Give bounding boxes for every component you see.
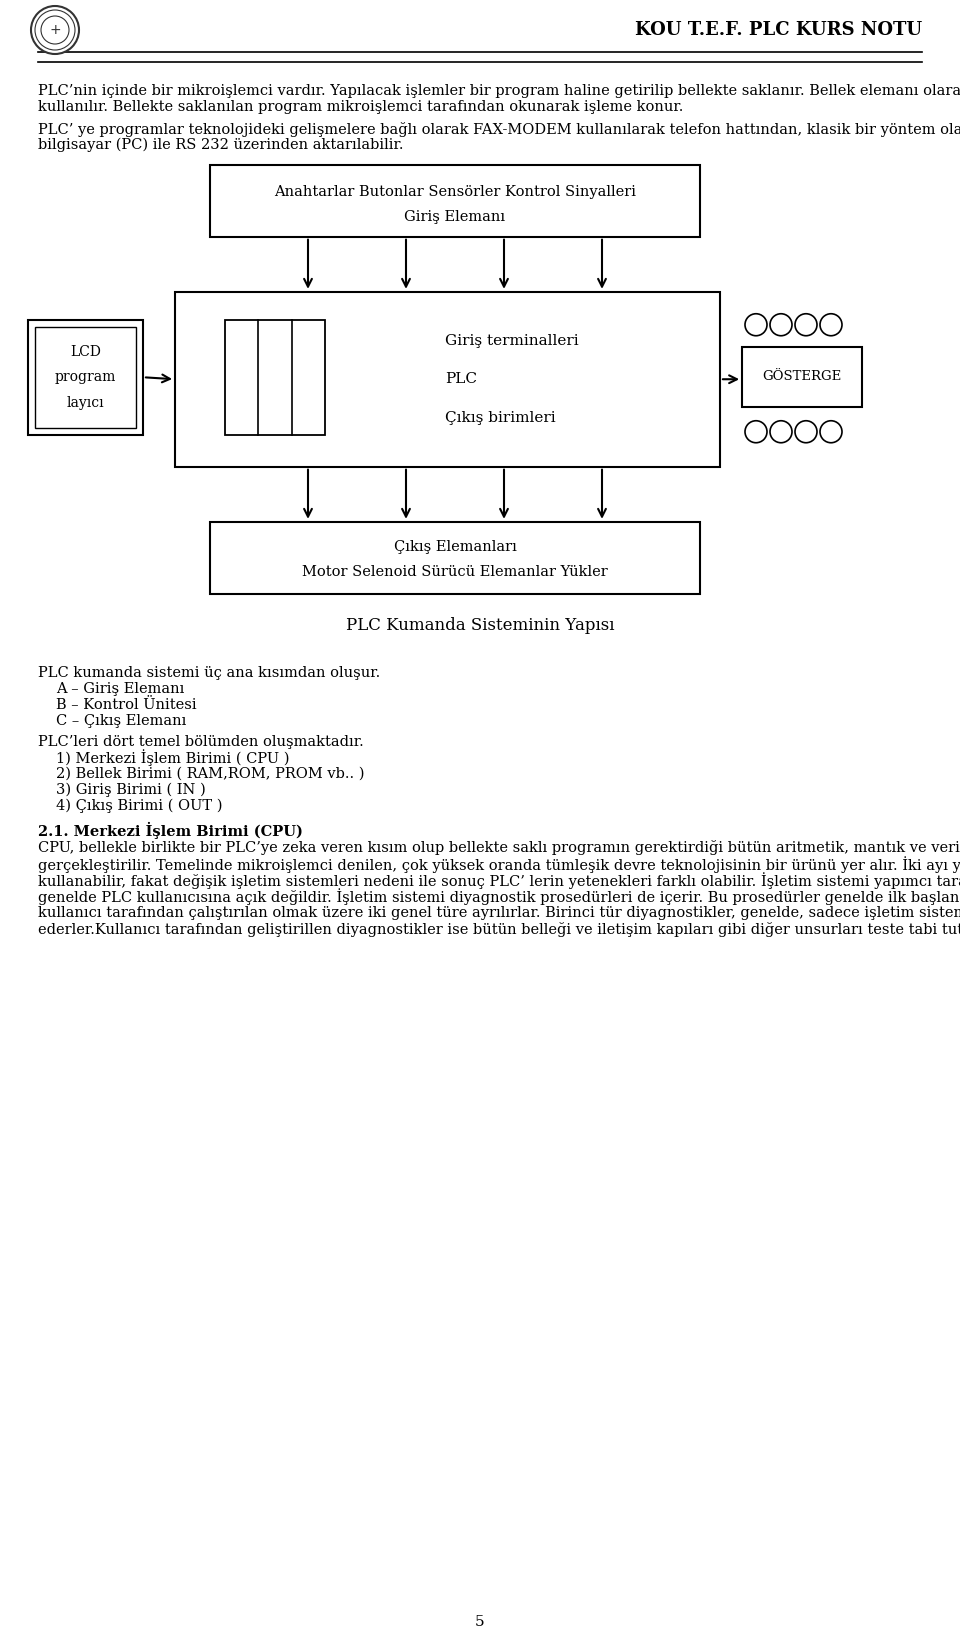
Text: Çıkış Elemanları: Çıkış Elemanları [394, 540, 516, 555]
Text: KOU T.E.F. PLC KURS NOTU: KOU T.E.F. PLC KURS NOTU [635, 21, 922, 39]
Text: Giriş terminalleri: Giriş terminalleri [445, 333, 579, 348]
Bar [210, 522, 700, 594]
Circle shape [31, 7, 79, 54]
Text: PLC: PLC [445, 373, 477, 386]
Text: 1) Merkezi İşlem Birimi ( CPU ): 1) Merkezi İşlem Birimi ( CPU ) [56, 750, 290, 766]
Text: C – Çıkış Elemanı: C – Çıkış Elemanı [56, 714, 186, 727]
Text: PLC Kumanda Sisteminin Yapısı: PLC Kumanda Sisteminin Yapısı [346, 617, 614, 633]
Text: Motor Selenoid Sürücü Elemanlar Yükler: Motor Selenoid Sürücü Elemanlar Yükler [302, 565, 608, 579]
Text: 2) Bellek Birimi ( RAM,ROM, PROM vb.. ): 2) Bellek Birimi ( RAM,ROM, PROM vb.. ) [56, 766, 365, 781]
Text: layıcı: layıcı [66, 395, 105, 410]
Circle shape [745, 313, 767, 336]
Text: ederler.Kullanıcı tarafından geliştirillen diyagnostikler ise bütün belleği ve i: ederler.Kullanıcı tarafından geliştirill… [38, 922, 960, 937]
Text: Anahtarlar Butonlar Sensörler Kontrol Sinyalleri: Anahtarlar Butonlar Sensörler Kontrol Si… [274, 185, 636, 199]
Bar [225, 320, 325, 435]
Text: 5: 5 [475, 1615, 485, 1630]
Bar [210, 164, 700, 236]
Text: GÖSTERGE: GÖSTERGE [762, 371, 842, 384]
Text: +: + [49, 23, 60, 38]
Text: kullanıcı tarafından çalıştırılan olmak üzere iki genel türe ayrılırlar. Birinci: kullanıcı tarafından çalıştırılan olmak … [38, 906, 960, 921]
Text: program: program [55, 371, 116, 384]
Text: genelde PLC kullanıcısına açık değildir. İşletim sistemi diyagnostik prosedürler: genelde PLC kullanıcısına açık değildir.… [38, 888, 960, 906]
Bar [28, 320, 143, 435]
Text: CPU, bellekle birlikte bir PLC’ye zeka veren kısım olup bellekte saklı programın: CPU, bellekle birlikte bir PLC’ye zeka v… [38, 840, 960, 855]
Circle shape [820, 313, 842, 336]
Text: gerçekleştirilir. Temelinde mikroişlemci denilen, çok yüksek oranda tümleşik dev: gerçekleştirilir. Temelinde mikroişlemci… [38, 855, 960, 873]
Circle shape [820, 420, 842, 443]
Text: Giriş Elemanı: Giriş Elemanı [404, 210, 506, 223]
Bar [175, 292, 720, 466]
Text: PLC’nin içinde bir mikroişlemci vardır. Yapılacak işlemler bir program haline ge: PLC’nin içinde bir mikroişlemci vardır. … [38, 84, 960, 98]
Circle shape [795, 420, 817, 443]
Text: LCD: LCD [70, 345, 101, 359]
Text: bilgisayar (PC) ile RS 232 üzerinden aktarılabilir.: bilgisayar (PC) ile RS 232 üzerinden akt… [38, 138, 403, 153]
Circle shape [770, 420, 792, 443]
Text: 4) Çıkış Birimi ( OUT ): 4) Çıkış Birimi ( OUT ) [56, 799, 223, 812]
Text: B – Kontrol Ünitesi: B – Kontrol Ünitesi [56, 697, 197, 712]
Text: 2.1. Merkezi İşlem Birimi (CPU): 2.1. Merkezi İşlem Birimi (CPU) [38, 822, 302, 839]
Text: kullanabilir, fakat değişik işletim sistemleri nedeni ile sonuç PLC’ lerin yeten: kullanabilir, fakat değişik işletim sist… [38, 871, 960, 889]
Text: 3) Giriş Birimi ( IN ): 3) Giriş Birimi ( IN ) [56, 783, 205, 798]
Circle shape [745, 420, 767, 443]
Bar [35, 327, 136, 428]
Text: PLC’ ye programlar teknolojideki gelişmelere bağlı olarak FAX-MODEM kullanılarak: PLC’ ye programlar teknolojideki gelişme… [38, 121, 960, 136]
Text: kullanılır. Bellekte saklanılan program mikroişlemci tarafından okunarak işleme : kullanılır. Bellekte saklanılan program … [38, 100, 684, 113]
Text: PLC kumanda sistemi üç ana kısımdan oluşur.: PLC kumanda sistemi üç ana kısımdan oluş… [38, 666, 380, 679]
Text: Çıkış birimleri: Çıkış birimleri [445, 410, 556, 425]
Circle shape [795, 313, 817, 336]
Text: A – Giriş Elemanı: A – Giriş Elemanı [56, 681, 184, 696]
Bar [742, 346, 862, 407]
Text: PLC’leri dört temel bölümden oluşmaktadır.: PLC’leri dört temel bölümden oluşmaktadı… [38, 735, 364, 748]
Circle shape [770, 313, 792, 336]
